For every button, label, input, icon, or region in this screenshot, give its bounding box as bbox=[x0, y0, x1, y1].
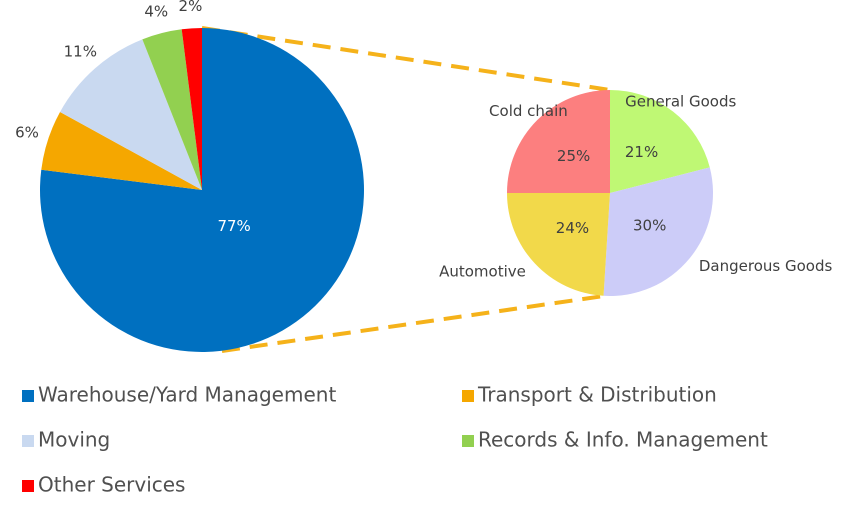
legend-label: Transport & Distribution bbox=[477, 383, 717, 407]
pie-slice bbox=[60, 39, 203, 191]
data-label: 2% bbox=[179, 0, 203, 15]
legend-label: Records & Info. Management bbox=[478, 428, 768, 452]
pie-slice bbox=[507, 193, 610, 296]
connector bbox=[201, 26, 611, 92]
legend-label: Moving bbox=[38, 428, 110, 452]
legend-swatch bbox=[462, 435, 474, 447]
pie-slice bbox=[41, 111, 202, 190]
pie-slice bbox=[603, 167, 713, 296]
pie-slice bbox=[610, 90, 710, 193]
pie-slice bbox=[40, 28, 365, 353]
pie-slice bbox=[181, 28, 202, 190]
pie-slice bbox=[507, 90, 610, 193]
data-label: 24% bbox=[556, 219, 589, 237]
legend-swatch bbox=[22, 390, 34, 402]
legend-label: Warehouse/Yard Management bbox=[38, 383, 336, 407]
legend-swatch bbox=[22, 435, 34, 447]
category-label: Cold chain bbox=[489, 102, 568, 120]
data-label: 77% bbox=[217, 217, 250, 235]
pie-slice bbox=[142, 29, 202, 190]
category-label: General Goods bbox=[625, 92, 736, 110]
data-label: 25% bbox=[557, 147, 590, 165]
category-label: Dangerous Goods bbox=[699, 257, 833, 275]
data-label: 6% bbox=[15, 124, 39, 142]
legend-label: Other Services bbox=[38, 473, 185, 497]
category-label: Automotive bbox=[439, 262, 526, 280]
data-label: 4% bbox=[144, 2, 168, 20]
legend-swatch bbox=[22, 480, 34, 492]
data-label: 21% bbox=[625, 143, 658, 161]
legend-swatch bbox=[462, 390, 474, 402]
data-label: 11% bbox=[64, 42, 97, 60]
connector bbox=[221, 294, 605, 353]
data-label: 30% bbox=[633, 216, 666, 234]
